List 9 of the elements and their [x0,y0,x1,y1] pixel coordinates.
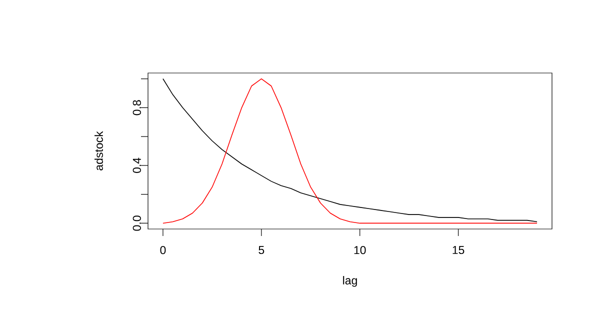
x-tick-label: 5 [258,246,264,254]
y-tick-label: 0.4 [132,158,141,173]
x-tick-label: 0 [160,246,166,254]
x-tick-label: 15 [452,246,464,254]
y-tick-label: 0.8 [132,100,141,116]
x-axis-title: lag [343,276,357,287]
y-tick-label: 0.0 [132,216,141,231]
x-tick-label: 10 [354,246,366,254]
y-axis-title: adstock [94,131,103,170]
